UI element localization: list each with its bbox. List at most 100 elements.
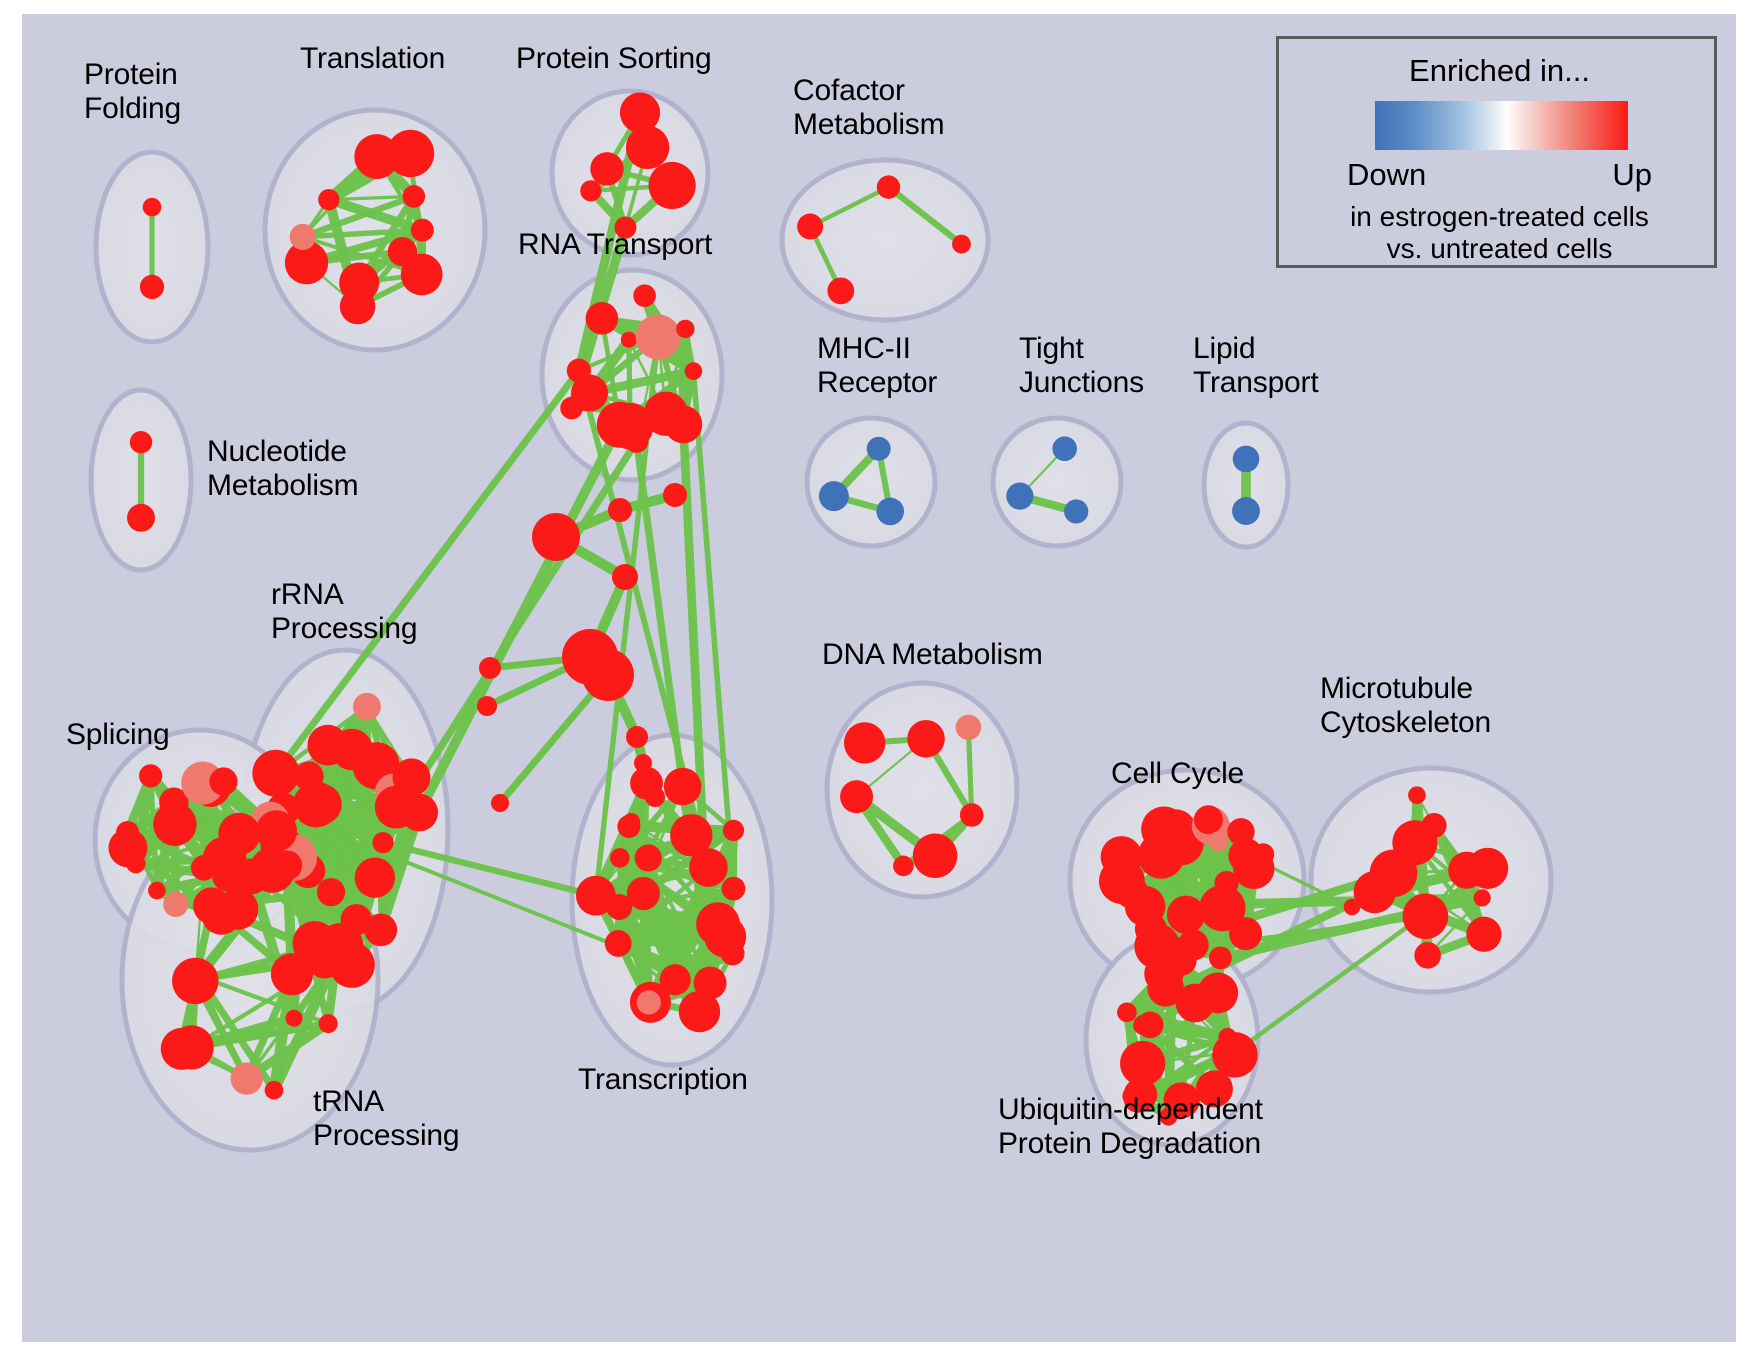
- cluster-label-splicing: Splicing: [66, 718, 170, 751]
- network-node: [720, 941, 745, 966]
- network-node: [635, 314, 681, 360]
- network-node: [230, 1062, 263, 1095]
- network-node: [1195, 1070, 1233, 1108]
- network-node: [1120, 1040, 1166, 1087]
- network-node: [696, 902, 740, 947]
- network-node: [1136, 1011, 1164, 1039]
- network-node: [912, 833, 958, 879]
- legend-subtitle: in estrogen-treated cells vs. untreated …: [1350, 201, 1649, 265]
- network-node: [318, 188, 340, 211]
- network-node: [1006, 482, 1034, 510]
- network-node: [876, 497, 904, 526]
- network-node: [1343, 898, 1361, 916]
- legend-high-label: Up: [1612, 157, 1652, 192]
- network-node: [284, 240, 329, 285]
- network-node: [955, 714, 982, 741]
- network-node: [1467, 847, 1509, 889]
- network-node: [843, 722, 886, 764]
- network-node: [636, 990, 661, 1015]
- network-node: [129, 431, 153, 454]
- network-node: [626, 876, 660, 911]
- network-node: [139, 764, 163, 788]
- network-node: [1473, 889, 1491, 907]
- network-node: [620, 331, 637, 348]
- network-node: [1212, 1032, 1258, 1078]
- network-node: [590, 152, 624, 186]
- network-node: [663, 483, 687, 507]
- network-node: [866, 436, 891, 461]
- network-node: [289, 223, 316, 250]
- network-node: [689, 848, 728, 887]
- legend: Enriched in... Down Up in estrogen-treat…: [1276, 36, 1717, 268]
- network-node: [400, 253, 443, 296]
- network-node: [1052, 436, 1077, 462]
- cluster-label-translation: Translation: [300, 42, 446, 75]
- edge: [965, 724, 975, 818]
- network-node: [1421, 812, 1447, 838]
- network-node: [580, 180, 602, 202]
- edge: [324, 194, 428, 235]
- edge: [885, 183, 965, 248]
- network-node: [676, 319, 695, 339]
- network-node: [367, 861, 391, 885]
- network-node: [663, 767, 702, 806]
- network-node: [1159, 1107, 1178, 1126]
- inter-cluster-edge: [414, 419, 625, 818]
- network-node: [108, 828, 148, 868]
- network-node: [264, 1080, 284, 1100]
- network-node: [127, 503, 155, 532]
- network-node: [316, 878, 346, 907]
- edge: [300, 227, 426, 240]
- network-node: [1175, 983, 1215, 1023]
- network-node: [608, 498, 632, 522]
- network-node: [634, 754, 652, 772]
- inter-cluster-edge: [279, 810, 713, 985]
- network-node: [491, 794, 509, 812]
- network-node: [619, 92, 661, 133]
- network-node: [293, 781, 340, 828]
- network-node: [386, 129, 435, 178]
- network-node: [1156, 809, 1197, 850]
- network-node: [604, 930, 632, 957]
- network-node: [678, 990, 721, 1033]
- network-node: [1193, 805, 1223, 835]
- network-node: [585, 302, 619, 335]
- network-node: [479, 657, 501, 679]
- network-node: [818, 481, 849, 512]
- network-node: [1100, 836, 1143, 878]
- network-node: [339, 288, 376, 325]
- edge: [299, 193, 417, 241]
- network-node: [163, 891, 189, 917]
- inter-cluster-edge: [1233, 866, 1490, 1055]
- network-node: [252, 749, 300, 797]
- network-node: [364, 913, 398, 947]
- spine-edge: [496, 671, 612, 807]
- cluster-hull-mhc-ii-receptor: [804, 415, 938, 549]
- edge: [268, 952, 342, 1096]
- network-node: [326, 948, 346, 968]
- network-node: [1123, 1077, 1158, 1112]
- cluster-label-cell-cycle: Cell Cycle: [1111, 757, 1245, 790]
- network-node: [1165, 944, 1197, 976]
- cluster-label-mhc-ii-receptor: MHC-II Receptor: [817, 332, 938, 399]
- network-node: [634, 844, 662, 872]
- inter-cluster-edge: [272, 367, 583, 777]
- network-node: [625, 125, 670, 170]
- network-node: [721, 876, 746, 901]
- cluster-label-tight-junctions: Tight Junctions: [1019, 332, 1144, 399]
- cluster-label-lipid-transport: Lipid Transport: [1193, 332, 1319, 399]
- network-node: [142, 197, 162, 217]
- network-node: [596, 401, 643, 448]
- network-node: [353, 692, 381, 721]
- network-node: [840, 780, 874, 814]
- network-node: [614, 216, 637, 239]
- network-node: [893, 855, 914, 877]
- legend-color-gradient-bar: [1375, 101, 1628, 150]
- cluster-label-rrna-processing: rRNA Processing: [271, 578, 418, 645]
- network-node: [610, 848, 630, 868]
- cluster-label-cofactor-metabolism: Cofactor Metabolism: [793, 74, 945, 141]
- network-node: [233, 858, 270, 895]
- network-node: [626, 726, 648, 748]
- cluster-label-microtubule: Microtubule Cytoskeleton: [1320, 672, 1492, 739]
